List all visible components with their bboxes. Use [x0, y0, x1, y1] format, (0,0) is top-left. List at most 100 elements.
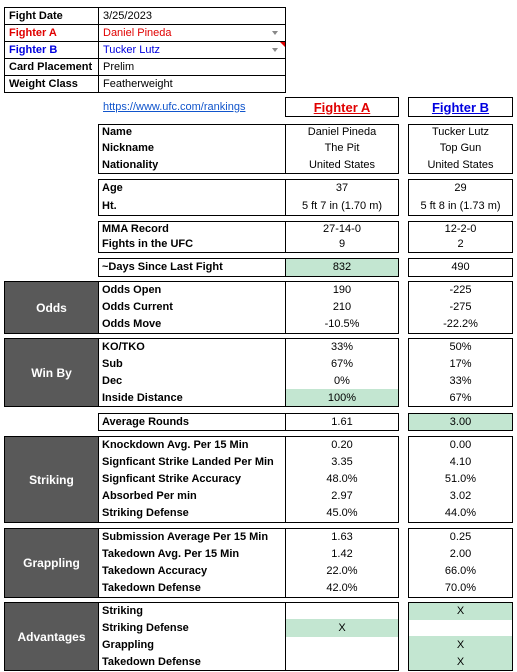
row-label: Takedown Defense	[102, 582, 201, 595]
row-label: Grappling	[102, 638, 154, 651]
fighter-b-value: Top Gun	[439, 142, 482, 155]
column-divider	[285, 436, 286, 523]
fighter-a-value: -10.5%	[324, 318, 360, 331]
rankings-link[interactable]: https://www.ufc.com/rankings	[103, 101, 246, 113]
fighter-b-value: -275	[449, 300, 472, 313]
group-border	[98, 179, 399, 216]
highlight	[286, 389, 398, 406]
column-divider	[285, 281, 286, 334]
info-label: Fight Date	[4, 7, 99, 25]
section-label: Odds	[4, 281, 99, 334]
fighter-b-value: 490	[451, 261, 470, 273]
row-label: Sub	[102, 357, 123, 370]
row-label: Absorbed Per min	[102, 490, 197, 503]
fighter-a-value: 5 ft 7 in (1.70 m)	[301, 200, 383, 212]
section-label: Advantages	[4, 602, 99, 671]
row-label: Odds Current	[102, 300, 173, 313]
fighter-b-value: 29	[454, 182, 467, 194]
row-label: Striking	[102, 604, 143, 617]
fighter-b-value: 44.0%	[444, 507, 477, 520]
fighter-a-value: 9	[338, 238, 346, 251]
info-value: Daniel Pineda	[98, 24, 286, 42]
row-label: Inside Distance	[102, 391, 183, 404]
fighter-b-value: 0.00	[449, 438, 472, 451]
fighter-a-value: 1.42	[331, 547, 353, 560]
row-label: Odds Open	[102, 283, 162, 296]
group-border	[98, 124, 399, 174]
fighter-a-value: 100%	[327, 391, 357, 404]
fighter-b-value: 3.02	[449, 490, 472, 503]
fighter-b-value: 70.0%	[444, 582, 477, 595]
group-border	[98, 413, 399, 431]
info-value: Tucker Lutz	[98, 41, 286, 59]
fighter-b-value: -225	[449, 283, 472, 296]
row-label: Ht.	[102, 200, 117, 212]
info-value: Prelim	[98, 58, 286, 76]
fighter-a-header: Fighter A	[285, 97, 399, 117]
row-label: KO/TKO	[102, 340, 145, 353]
highlight	[286, 619, 398, 637]
highlight	[409, 636, 512, 654]
group-border	[408, 221, 513, 253]
fighter-a-value: 42.0%	[326, 582, 358, 595]
comment-marker	[280, 42, 285, 47]
row-label: Average Rounds	[102, 415, 190, 428]
fighter-a-value: 48.0%	[326, 472, 358, 485]
column-divider	[285, 413, 286, 431]
fighter-b-value: 4.10	[449, 455, 472, 468]
row-label: MMA Record	[102, 222, 169, 235]
fighter-b-value: 33%	[449, 374, 472, 387]
info-label: Fighter B	[4, 41, 99, 59]
dropdown-arrow	[272, 31, 278, 35]
row-label: Nickname	[102, 142, 154, 155]
section-label: Striking	[4, 436, 99, 523]
fighter-b-value: 2.00	[449, 547, 472, 560]
fighter-a-value: 832	[332, 261, 352, 273]
highlight	[409, 602, 512, 620]
row-label: ~Days Since Last Fight	[102, 261, 223, 273]
fighter-a-value: 3.35	[331, 455, 353, 468]
fighter-a-value: 0.20	[331, 438, 353, 451]
row-label: Takedown Accuracy	[102, 565, 208, 578]
info-label: Weight Class	[4, 75, 99, 93]
row-label: Dec	[102, 374, 123, 387]
fighter-b-value: 3.00	[449, 415, 472, 428]
dropdown-arrow	[272, 48, 278, 52]
fighter-a-value: 1.63	[331, 530, 353, 543]
info-label: Fighter A	[4, 24, 99, 42]
column-divider	[285, 338, 286, 407]
section-label: Grappling	[4, 528, 99, 598]
row-label: Name	[102, 126, 132, 139]
row-label: Signficant Strike Accuracy	[102, 472, 241, 485]
info-value: 3/25/2023	[98, 7, 286, 25]
fighter-b-header: Fighter B	[408, 97, 513, 117]
fighter-a-value: 22.0%	[326, 565, 358, 578]
row-label: Submission Average Per 15 Min	[102, 530, 269, 543]
group-border	[98, 436, 399, 523]
group-border	[408, 436, 513, 523]
group-border	[408, 258, 513, 277]
fighter-b-value: 5 ft 8 in (1.73 m)	[420, 200, 501, 212]
fighter-b-value: 2	[457, 238, 464, 251]
row-label: Signficant Strike Landed Per Min	[102, 455, 274, 468]
fighter-b-value: 12-2-0	[444, 222, 477, 235]
fighter-a-value: 27-14-0	[323, 222, 361, 235]
group-border	[98, 221, 399, 253]
group-border	[98, 602, 399, 671]
fighter-b-value: United States	[427, 158, 494, 171]
group-border	[408, 528, 513, 598]
fighter-a-value: 67%	[330, 357, 354, 370]
group-border	[98, 281, 399, 334]
fighter-a-value: United States	[308, 158, 376, 171]
column-divider	[285, 528, 286, 598]
fighter-a-value: 37	[335, 182, 349, 194]
group-border	[98, 338, 399, 407]
group-border	[408, 338, 513, 407]
fighter-a-value: 2.97	[331, 490, 353, 503]
row-label: Odds Move	[102, 318, 162, 331]
fighter-a-value: 190	[332, 283, 352, 296]
row-label: Striking Defense	[102, 621, 189, 634]
fighter-b-value: 67%	[449, 391, 472, 404]
fighter-a-value: Daniel Pineda	[307, 126, 377, 139]
